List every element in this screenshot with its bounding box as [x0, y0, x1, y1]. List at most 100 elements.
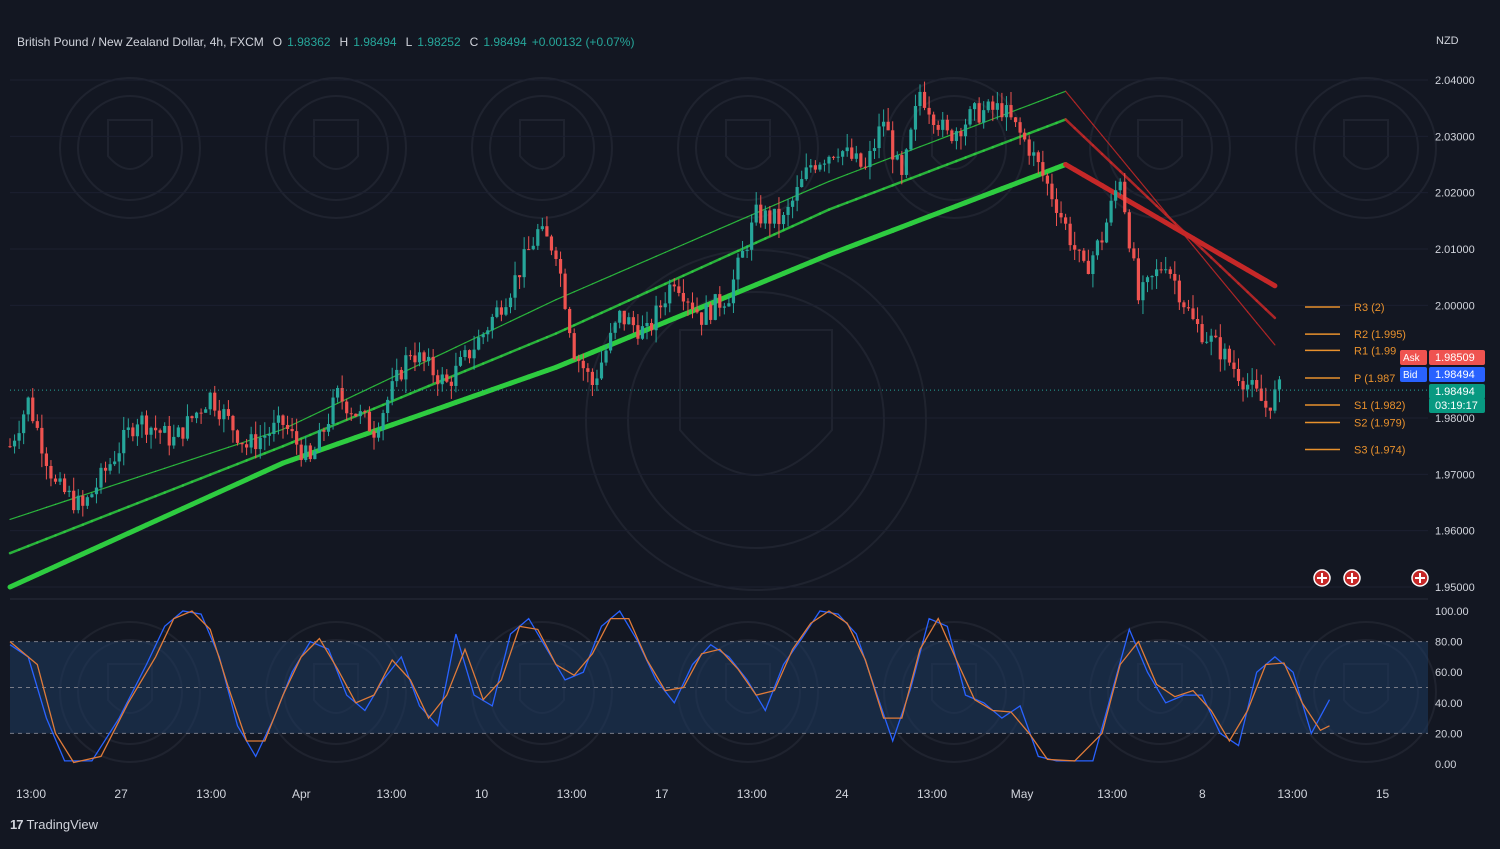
candle-body [895, 155, 899, 160]
candlestick-series [8, 81, 1282, 517]
candle-body [640, 326, 645, 339]
price-tag-value: 1.98509 [1435, 352, 1475, 364]
uk-flag-event-icon [1343, 569, 1361, 587]
moving-average-segment [82, 491, 93, 496]
candle-body [563, 273, 567, 309]
candle-body [499, 307, 503, 315]
moving-average-segment [618, 299, 631, 306]
moving-average-segment [1064, 118, 1076, 130]
moving-average-segment [200, 452, 211, 457]
candle-body [336, 388, 340, 398]
moving-average-segment [882, 184, 894, 191]
candle-body [836, 156, 840, 158]
candle-body [1255, 380, 1259, 389]
candle-body [572, 333, 576, 360]
moving-average-segment [1110, 145, 1121, 159]
price-axis[interactable]: 2.04000 2.03000 2.02000 2.01000 2.00000 1.980… [1435, 75, 1475, 594]
watermark-ring-icon [1295, 77, 1437, 219]
candle-body [76, 495, 80, 511]
moving-average-segment [26, 541, 39, 548]
candle-body [345, 401, 349, 414]
price-tick-label: 1.97000 [1435, 469, 1475, 481]
candle-body [668, 284, 672, 304]
candle-body [1277, 379, 1282, 390]
moving-average-segment [654, 282, 667, 290]
symbol-header[interactable]: British Pound / New Zealand Dollar, 4h, … [17, 35, 634, 49]
economic-events-layer[interactable] [1313, 569, 1429, 587]
candle-body [586, 368, 590, 372]
moving-average-segment [700, 232, 712, 238]
watermark-ring-icon [489, 95, 595, 201]
moving-average-segment [272, 444, 285, 451]
candle-body [372, 431, 376, 438]
moving-average-segment [1019, 104, 1030, 110]
moving-average-segment [591, 311, 603, 319]
candle-body [1050, 183, 1054, 200]
moving-average-segment [1055, 118, 1067, 125]
moving-average-segment [909, 173, 922, 180]
moving-average-segment [819, 180, 830, 186]
moving-average-segment [54, 500, 66, 505]
candle-body [1000, 103, 1004, 118]
moving-average-segment [627, 295, 640, 302]
candle-body [1045, 175, 1049, 184]
candle-body [308, 445, 312, 460]
candle-body [158, 430, 162, 433]
candle-body [627, 317, 631, 325]
candle-body [408, 355, 412, 357]
moving-average-segment [1209, 256, 1222, 268]
moving-average-segment [155, 467, 166, 472]
candle-body [154, 427, 158, 431]
time-tick-label: 13:00 [196, 787, 226, 801]
moving-average-segment [946, 159, 958, 166]
moving-average-segment [172, 484, 185, 491]
moving-average-segment [518, 312, 530, 318]
price-tags-layer: 1.98509 Ask 1.98494 Bid 1.98494 03:19:17 [1400, 350, 1485, 413]
moving-average-segment [45, 534, 57, 541]
watermark-ring-icon [901, 95, 1007, 201]
candle-body [235, 430, 240, 443]
candle-body [1195, 319, 1200, 325]
moving-average-segment [655, 251, 666, 257]
moving-average-segment [1027, 128, 1040, 135]
candle-body [581, 360, 585, 369]
price-tick-label: 1.95000 [1435, 582, 1475, 594]
candle-body [1168, 269, 1172, 274]
moving-average-segment [691, 266, 703, 273]
moving-average-segment [208, 469, 221, 476]
moving-average-segment [409, 388, 421, 395]
time-axis[interactable]: 13:00 27 13:00 Apr 13:00 10 13:00 17 13:00 24 13:0… [16, 787, 1390, 801]
candle-body [1227, 348, 1231, 363]
moving-average-segment [1091, 144, 1104, 156]
candle-body [768, 210, 772, 224]
candle-body [654, 305, 658, 331]
price-tick-label: 2.00000 [1435, 300, 1475, 312]
pivot-label: R1 (1.99 [1354, 345, 1396, 357]
moving-average-segment [537, 303, 548, 309]
moving-average-segment [1228, 273, 1240, 285]
candle-body [276, 415, 281, 423]
symbol-title[interactable]: British Pound / New Zealand Dollar, 4h, … [17, 35, 264, 49]
high-label: H [339, 35, 349, 49]
watermark-ring-icon [283, 95, 389, 201]
moving-average-segment [154, 491, 166, 498]
candle-body [841, 151, 845, 157]
candle-body [795, 187, 799, 201]
price-tag-box [1429, 367, 1485, 382]
tradingview-brand[interactable]: 17 TradingView [10, 817, 98, 832]
candle-body [194, 412, 199, 419]
candle-body [272, 422, 276, 434]
moving-average-segment [336, 418, 348, 425]
moving-average-segment [199, 473, 212, 480]
candle-body [1132, 248, 1136, 259]
moving-average-segment [1028, 101, 1039, 106]
stochastic-axis[interactable]: 100.00 80.00 60.00 40.00 20.00 0.00 [1435, 606, 1469, 771]
moving-average-segment [145, 494, 157, 501]
stochastic-tick-label: 20.00 [1435, 728, 1463, 740]
price-tick-label: 2.04000 [1435, 75, 1475, 87]
candle-body [217, 410, 221, 420]
candle-body [504, 307, 508, 315]
candle-body [299, 444, 303, 461]
